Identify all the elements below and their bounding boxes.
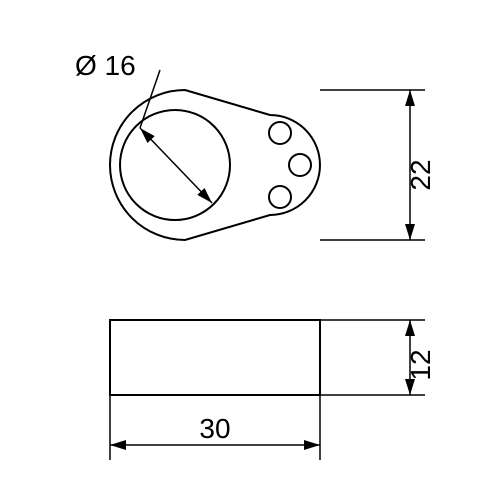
- top-view-small-hole-0: [269, 122, 291, 144]
- diameter-label: Ø 16: [75, 50, 136, 81]
- arrow-head: [304, 440, 320, 450]
- engineering-drawing: Ø 16 22 12 30: [0, 0, 500, 500]
- dim-label-22: 22: [405, 159, 436, 190]
- top-view-small-hole-2: [269, 186, 291, 208]
- arrow-head: [405, 320, 415, 336]
- arrow-head: [405, 90, 415, 106]
- arrow-head: [110, 440, 126, 450]
- top-view-small-hole-1: [289, 154, 311, 176]
- diameter-leader: [140, 70, 160, 128]
- arrow-head: [405, 224, 415, 240]
- dim-label-12: 12: [405, 349, 436, 380]
- dim-label-30: 30: [199, 413, 230, 444]
- side-view-rect: [110, 320, 320, 395]
